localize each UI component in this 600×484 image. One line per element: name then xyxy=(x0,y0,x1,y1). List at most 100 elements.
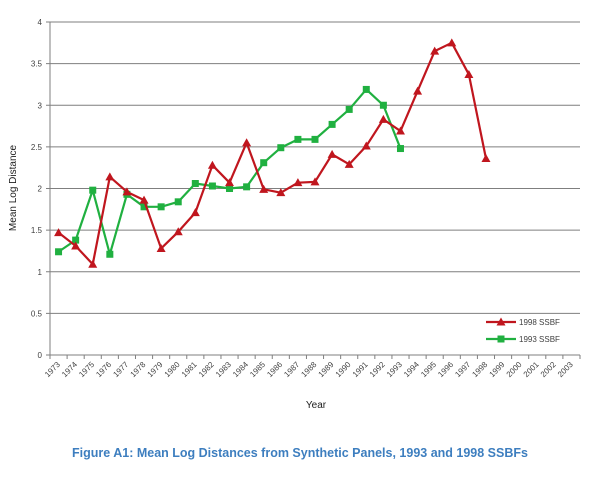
y-tick-label: 0 xyxy=(38,351,43,360)
x-tick-label: 1973 xyxy=(43,360,62,379)
x-axis-title: Year xyxy=(306,400,327,411)
data-point xyxy=(174,198,182,206)
y-tick-label: 1.5 xyxy=(31,226,43,235)
x-tick-label: 1985 xyxy=(248,360,267,379)
x-tick-label: 2001 xyxy=(522,360,541,379)
x-tick-label: 1995 xyxy=(419,360,438,379)
data-point xyxy=(140,203,148,211)
data-point xyxy=(88,259,98,268)
data-point xyxy=(54,228,64,237)
x-tick-label: 1986 xyxy=(265,360,284,379)
x-tick-label: 1984 xyxy=(231,360,250,379)
data-point xyxy=(378,114,388,123)
figure-caption: Figure A1: Mean Log Distances from Synth… xyxy=(72,446,528,460)
x-tick-label: 1977 xyxy=(111,360,130,379)
data-point xyxy=(89,186,97,194)
legend-label: 1993 SSBF xyxy=(519,335,560,344)
series-1993-ssbf xyxy=(55,85,404,258)
data-point xyxy=(208,182,216,190)
x-tick-label: 1976 xyxy=(94,360,113,379)
series-line-1998-ssbf xyxy=(57,41,488,266)
x-tick-label: 1988 xyxy=(299,360,318,379)
data-point xyxy=(225,178,235,187)
x-tick-label: 2003 xyxy=(556,360,575,379)
data-point xyxy=(481,154,491,163)
x-tick-label: 1979 xyxy=(146,360,165,379)
y-tick-label: 2 xyxy=(38,185,43,194)
x-tick-label: 1997 xyxy=(453,360,472,379)
legend-marker xyxy=(496,317,506,326)
data-point xyxy=(122,187,132,196)
data-point xyxy=(259,184,269,193)
data-point xyxy=(413,86,423,95)
x-tick-label: 1999 xyxy=(488,360,507,379)
x-tick-label: 2000 xyxy=(505,360,524,379)
y-axis-title: Mean Log Distance xyxy=(8,144,19,231)
data-point xyxy=(191,180,199,188)
data-point xyxy=(106,250,114,258)
x-tick-label: 1974 xyxy=(60,360,79,379)
data-point xyxy=(395,126,405,135)
y-tick-label: 2.5 xyxy=(31,143,43,152)
line-chart: 00.511.522.533.54 1973197419751976197719… xyxy=(8,18,581,411)
axes xyxy=(46,21,581,359)
y-tick-label: 0.5 xyxy=(31,309,43,318)
data-point xyxy=(396,145,404,153)
data-point xyxy=(55,248,63,256)
data-point xyxy=(277,144,285,152)
data-point xyxy=(327,149,337,158)
data-point xyxy=(260,159,268,167)
data-point xyxy=(361,141,371,150)
data-point xyxy=(430,46,440,55)
x-tick-label: 1987 xyxy=(282,360,301,379)
data-point xyxy=(379,101,387,109)
data-point xyxy=(173,227,183,236)
x-tick-label: 1981 xyxy=(180,360,199,379)
x-tick-label: 2002 xyxy=(539,360,558,379)
data-point xyxy=(276,188,286,197)
data-point xyxy=(344,159,354,168)
data-point xyxy=(242,138,252,147)
series-group xyxy=(54,38,491,268)
data-point xyxy=(447,38,457,47)
x-tick-label: 1996 xyxy=(436,360,455,379)
data-point xyxy=(156,243,166,252)
legend-label: 1998 SSBF xyxy=(519,318,560,327)
data-point xyxy=(328,120,336,128)
x-tick-label: 1978 xyxy=(128,360,147,379)
x-tick-label: 1991 xyxy=(351,360,370,379)
legend-marker xyxy=(497,335,505,343)
data-point xyxy=(207,160,217,169)
data-point xyxy=(105,172,115,181)
x-tick-label: 1980 xyxy=(163,360,182,379)
series-line-1993-ssbf xyxy=(57,88,402,256)
series-1998-ssbf xyxy=(54,38,491,268)
grid-lines xyxy=(50,21,580,314)
data-point xyxy=(72,236,80,244)
data-point xyxy=(464,69,474,78)
data-point xyxy=(362,85,370,93)
x-tick-label: 1993 xyxy=(385,360,404,379)
data-point xyxy=(294,135,302,143)
y-tick-label: 3.5 xyxy=(31,60,43,69)
data-point xyxy=(345,105,353,113)
data-point xyxy=(157,203,165,211)
x-tick-label: 1998 xyxy=(470,360,489,379)
data-point xyxy=(243,183,251,191)
y-tick-label: 3 xyxy=(38,101,43,110)
data-point xyxy=(310,177,320,186)
legend: 1998 SSBF 1993 SSBF xyxy=(486,317,560,344)
data-point xyxy=(190,208,200,217)
x-tick-labels: 1973197419751976197719781979198019811982… xyxy=(43,360,575,379)
data-point xyxy=(226,185,234,192)
data-point xyxy=(71,241,81,250)
x-tick-label: 1990 xyxy=(334,360,353,379)
x-tick-label: 1975 xyxy=(77,360,96,379)
data-point xyxy=(311,135,319,143)
x-tick-label: 1982 xyxy=(197,360,216,379)
data-point xyxy=(139,195,149,204)
data-point xyxy=(293,178,303,187)
x-tick-label: 1983 xyxy=(214,360,233,379)
y-tick-label: 4 xyxy=(38,18,43,27)
x-tick-label: 1994 xyxy=(402,360,421,379)
